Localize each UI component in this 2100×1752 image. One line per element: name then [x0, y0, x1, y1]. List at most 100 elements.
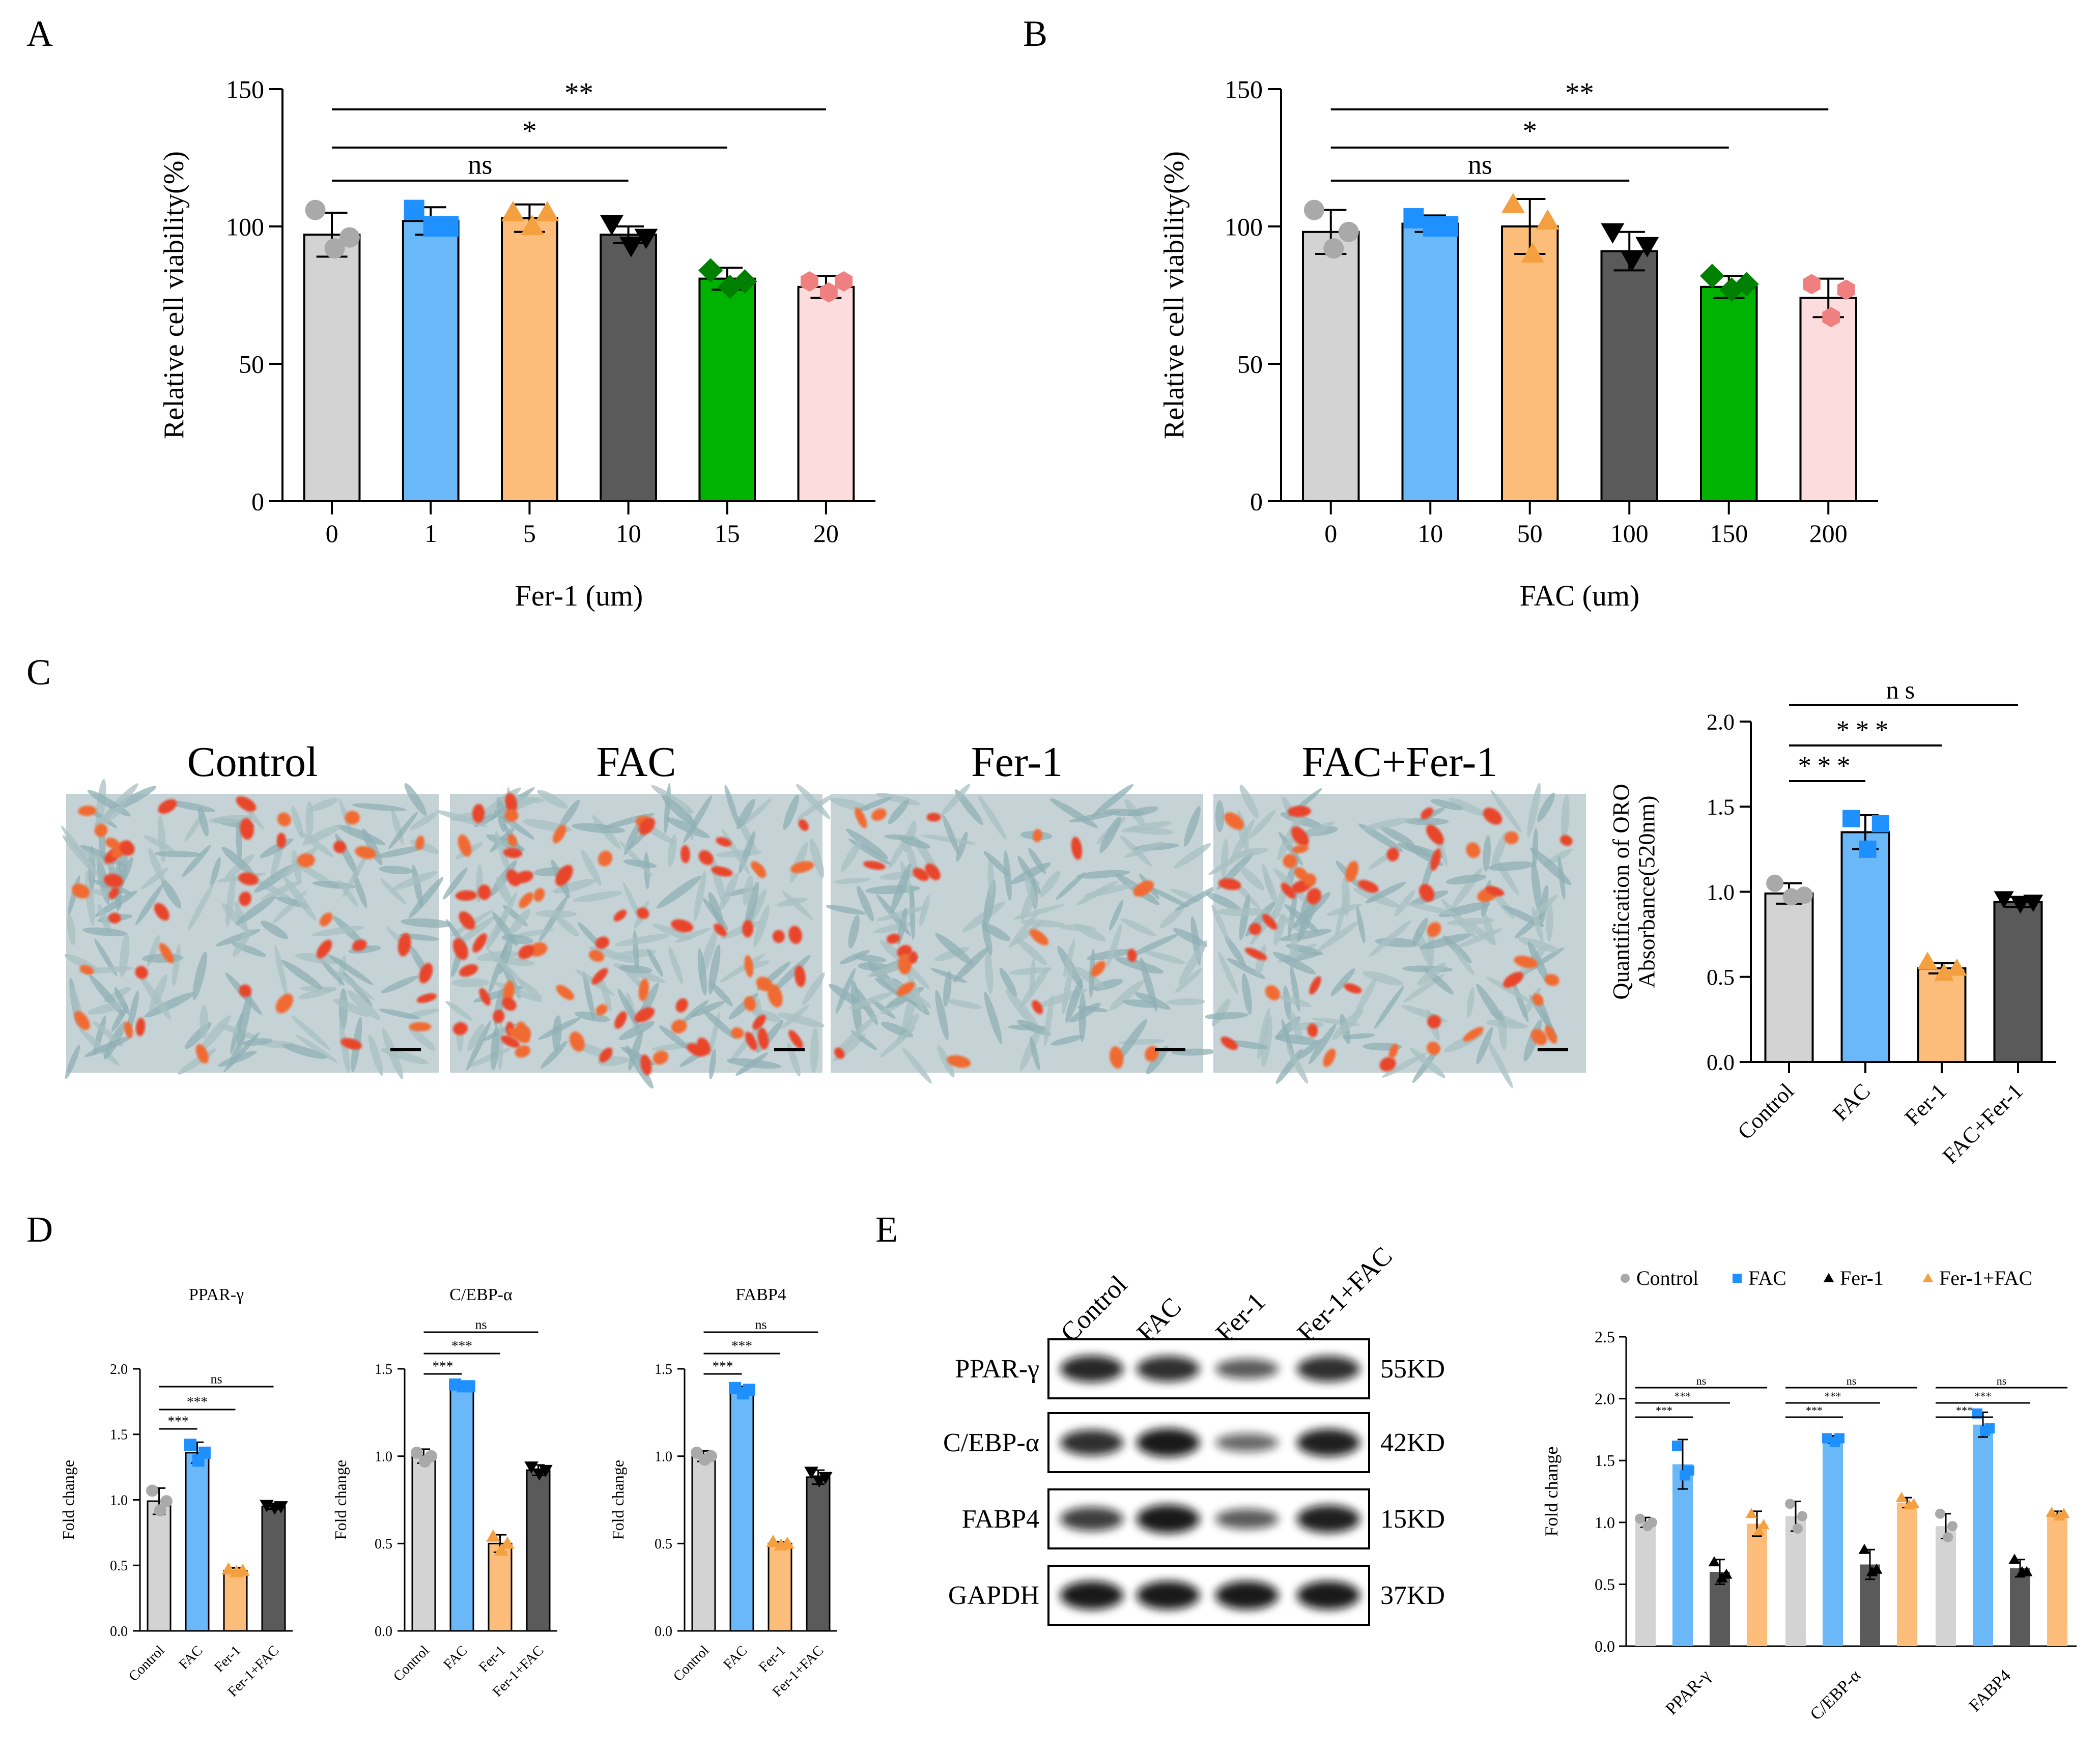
lipid-droplet [925, 863, 941, 880]
fibroblast-cell [999, 967, 1017, 997]
lipid-droplet [1283, 854, 1297, 869]
fibroblast-cell [368, 1034, 383, 1076]
fibroblast-cell [1560, 794, 1570, 841]
data-point [691, 1446, 703, 1459]
panel-label-a: A [26, 13, 53, 54]
fibroblast-cell [381, 1048, 429, 1065]
data-point [1871, 815, 1889, 832]
bar-200 [1799, 297, 1857, 503]
fibroblast-cell [1051, 1035, 1084, 1046]
fibroblast-cell [467, 1023, 485, 1052]
fibroblast-cell [1059, 924, 1096, 931]
fibroblast-cell [898, 837, 930, 849]
fibroblast-cell [745, 881, 759, 931]
fibroblast-cell [1211, 998, 1231, 1027]
bar-FAC+Fer-1 [1993, 901, 2043, 1063]
fibroblast-cell [495, 830, 510, 875]
y-tick-label: 1.0 [1707, 880, 1735, 905]
lipid-droplet [652, 1050, 669, 1065]
lipid-droplet [519, 892, 533, 908]
x-tick-label: FAC+Fer-1 [1938, 1078, 2028, 1168]
legend-label: Control [1636, 1267, 1698, 1289]
fibroblast-cell [1412, 917, 1428, 945]
lipid-droplet [1265, 985, 1281, 1000]
bar-Fer-1+FAC-PPAR-γ [1747, 1524, 1767, 1646]
x-axis-label: Fer-1 (um) [515, 579, 643, 612]
y-tick-label: 0.5 [110, 1558, 128, 1574]
lipid-droplet [1091, 961, 1106, 977]
fibroblast-cell [200, 1004, 209, 1039]
x-tick-label: 150 [1710, 519, 1748, 548]
significance-label: ** [564, 77, 593, 109]
fibroblast-cell [1239, 866, 1264, 891]
fibroblast-cell [492, 892, 518, 941]
data-point [324, 238, 345, 259]
lipid-droplet [345, 811, 360, 825]
fibroblast-cell [1381, 1052, 1427, 1078]
lipid-droplet [195, 1044, 209, 1064]
data-point [619, 237, 643, 257]
fibroblast-cell [1065, 978, 1083, 1023]
fibroblast-cell [379, 866, 413, 874]
fibroblast-cell [905, 965, 924, 1013]
data-point [704, 1450, 717, 1462]
fibroblast-cell [198, 1015, 232, 1053]
fibroblast-cell [451, 978, 490, 987]
fibroblast-cell [839, 950, 870, 964]
significance-label: *** [1975, 1390, 1992, 1402]
lipid-droplet [1514, 956, 1538, 968]
y-axis-label: Fold change [331, 1460, 350, 1540]
fibroblast-cell [443, 867, 468, 900]
bar-Control [411, 1455, 436, 1632]
fibroblast-cell [837, 1015, 877, 1052]
data-point [486, 1529, 500, 1542]
fibroblast-cell [1063, 939, 1075, 978]
bar-20 [797, 285, 855, 502]
fibroblast-cell [1446, 917, 1495, 926]
x-tick-label: FAC [720, 1643, 750, 1673]
fibroblast-cell [1178, 940, 1207, 985]
lipid-droplet [598, 850, 613, 867]
data-point [1438, 216, 1459, 237]
lipid-droplet [1127, 949, 1137, 962]
fibroblast-cell [1140, 957, 1157, 1012]
lipid-droplet [595, 1004, 608, 1016]
fibroblast-cell [726, 1058, 781, 1069]
x-tick-label: Fer-1 [211, 1643, 244, 1675]
data-point [1972, 1408, 1982, 1419]
fibroblast-cell [571, 823, 626, 834]
data-point [500, 1536, 515, 1549]
kd-label: 42KD [1380, 1428, 1445, 1457]
fibroblast-cell [753, 905, 770, 947]
data-point [1797, 1511, 1807, 1521]
lipid-droplet [120, 841, 135, 856]
data-point [494, 1543, 508, 1556]
fibroblast-cell [242, 1038, 273, 1046]
fibroblast-cell [1109, 980, 1144, 1011]
fibroblast-cell [408, 1027, 436, 1051]
lipid-droplet [947, 1055, 971, 1068]
significance-label: *** [451, 1338, 472, 1354]
fibroblast-cell [770, 955, 811, 994]
fibroblast-cell [182, 845, 211, 878]
fibroblast-cell [1417, 963, 1446, 986]
x-tick-label: FAC [440, 1643, 470, 1673]
panel-label-e: E [875, 1209, 898, 1250]
fibroblast-cell [1017, 1020, 1051, 1036]
lipid-droplet [1379, 1057, 1396, 1072]
lipid-droplet [504, 809, 519, 822]
fibroblast-cell [783, 794, 799, 830]
lipid-droplet [788, 926, 802, 944]
fibroblast-cell [466, 1020, 492, 1071]
lipid-droplet [238, 872, 259, 885]
fibroblast-cell [796, 784, 831, 819]
data-point [1842, 810, 1860, 827]
lipid-droplet [671, 919, 694, 933]
x-tick-label: 100 [1610, 519, 1649, 548]
fibroblast-cell [583, 971, 595, 1021]
significance-label: *** [713, 1359, 733, 1374]
x-tick-label: Fer-1 [1900, 1078, 1951, 1130]
bar-FAC-C/EBP-α [1823, 1439, 1843, 1646]
fibroblast-cell [376, 846, 425, 858]
